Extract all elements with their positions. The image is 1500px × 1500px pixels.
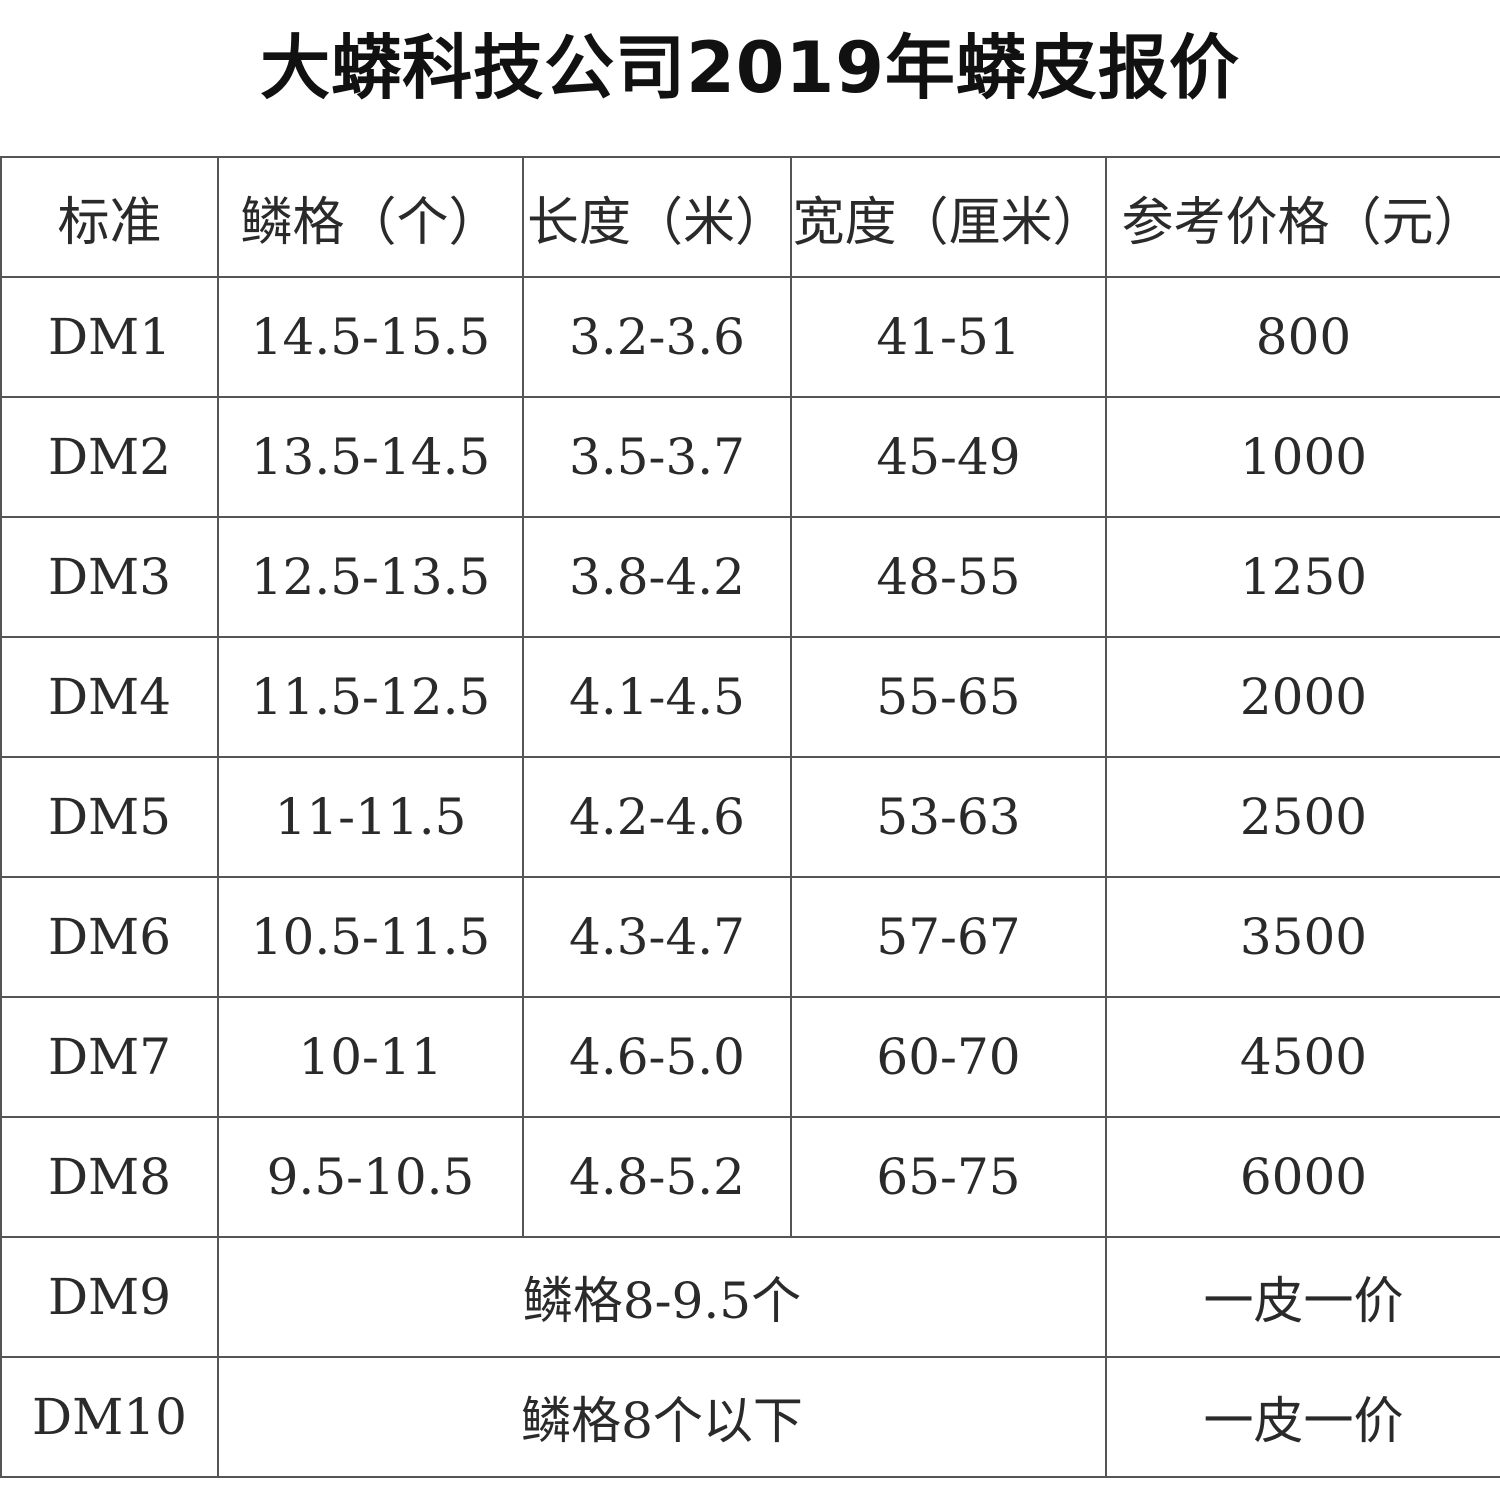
cell-length: 3.8-4.2 [522,516,792,638]
table-row: DM5 11-11.5 4.2-4.6 53-63 2500 [0,756,1500,878]
cell-price: 一皮一价 [1105,1356,1500,1478]
cell-scale-count: 11.5-12.5 [217,636,524,758]
header-width: 宽度（厘米） [790,156,1107,278]
cell-width: 53-63 [790,756,1107,878]
cell-length: 4.2-4.6 [522,756,792,878]
cell-scale-count: 13.5-14.5 [217,396,524,518]
cell-price: 6000 [1105,1116,1500,1238]
cell-scale-count: 12.5-13.5 [217,516,524,638]
table-row: DM8 9.5-10.5 4.8-5.2 65-75 6000 [0,1116,1500,1238]
cell-width: 60-70 [790,996,1107,1118]
cell-width: 57-67 [790,876,1107,998]
cell-length: 3.2-3.6 [522,276,792,398]
table-row: DM3 12.5-13.5 3.8-4.2 48-55 1250 [0,516,1500,638]
cell-scale-count: 10-11 [217,996,524,1118]
cell-scale-count: 鳞格8个以下 [217,1356,1107,1478]
cell-length: 4.8-5.2 [522,1116,792,1238]
cell-scale-count: 鳞格8-9.5个 [217,1236,1107,1358]
page-title: 大蟒科技公司2019年蟒皮报价 [260,27,1240,109]
cell-standard: DM9 [0,1236,219,1358]
cell-price: 1250 [1105,516,1500,638]
table-header-row: 标准 鳞格（个） 长度（米） 宽度（厘米） 参考价格（元） [0,156,1500,278]
cell-standard: DM7 [0,996,219,1118]
cell-scale-count: 14.5-15.5 [217,276,524,398]
header-scale-count: 鳞格（个） [217,156,524,278]
header-length: 长度（米） [522,156,792,278]
cell-length: 4.6-5.0 [522,996,792,1118]
cell-scale-count: 9.5-10.5 [217,1116,524,1238]
cell-width: 45-49 [790,396,1107,518]
cell-scale-count: 11-11.5 [217,756,524,878]
table-row: DM6 10.5-11.5 4.3-4.7 57-67 3500 [0,876,1500,998]
cell-price: 2500 [1105,756,1500,878]
header-standard: 标准 [0,156,219,278]
table-row: DM9 鳞格8-9.5个 一皮一价 [0,1236,1500,1358]
cell-length: 4.1-4.5 [522,636,792,758]
cell-price: 800 [1105,276,1500,398]
cell-price: 3500 [1105,876,1500,998]
header-price: 参考价格（元） [1105,156,1500,278]
cell-price: 2000 [1105,636,1500,758]
cell-standard: DM10 [0,1356,219,1478]
table-row: DM1 14.5-15.5 3.2-3.6 41-51 800 [0,276,1500,398]
cell-standard: DM8 [0,1116,219,1238]
cell-width: 55-65 [790,636,1107,758]
price-table: 标准 鳞格（个） 长度（米） 宽度（厘米） 参考价格（元） DM1 14.5-15… [0,156,1500,1478]
table-row: DM4 11.5-12.5 4.1-4.5 55-65 2000 [0,636,1500,758]
cell-width: 48-55 [790,516,1107,638]
cell-standard: DM4 [0,636,219,758]
cell-price: 一皮一价 [1105,1236,1500,1358]
cell-price: 1000 [1105,396,1500,518]
cell-length: 3.5-3.7 [522,396,792,518]
cell-standard: DM2 [0,396,219,518]
cell-width: 41-51 [790,276,1107,398]
cell-standard: DM3 [0,516,219,638]
cell-price: 4500 [1105,996,1500,1118]
cell-scale-count: 10.5-11.5 [217,876,524,998]
table-row: DM10 鳞格8个以下 一皮一价 [0,1356,1500,1478]
table-row: DM2 13.5-14.5 3.5-3.7 45-49 1000 [0,396,1500,518]
cell-length: 4.3-4.7 [522,876,792,998]
cell-standard: DM1 [0,276,219,398]
cell-width: 65-75 [790,1116,1107,1238]
table-row: DM7 10-11 4.6-5.0 60-70 4500 [0,996,1500,1118]
cell-standard: DM5 [0,756,219,878]
cell-standard: DM6 [0,876,219,998]
